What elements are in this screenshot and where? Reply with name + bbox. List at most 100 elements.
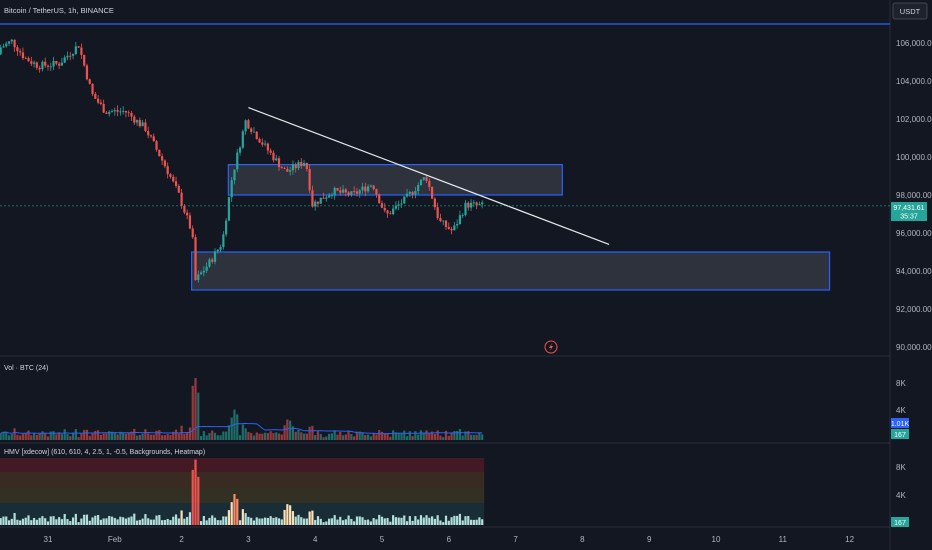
hmv-bar bbox=[102, 518, 105, 525]
volume-bar bbox=[286, 419, 289, 440]
candle-body bbox=[447, 226, 450, 229]
volume-bar bbox=[372, 433, 375, 440]
volume-bar bbox=[71, 432, 75, 440]
candle-body bbox=[308, 169, 311, 191]
lower-zone-rectangle[interactable] bbox=[191, 251, 831, 291]
candle-body bbox=[400, 203, 403, 205]
hmv-bar bbox=[46, 521, 50, 525]
candle-body bbox=[116, 110, 119, 112]
hmv-title[interactable]: HMV [xdecow] (610, 610, 4, 2.5, 1, -0.5,… bbox=[4, 449, 205, 456]
hmv-bar bbox=[397, 517, 400, 525]
candle-body bbox=[311, 190, 314, 207]
last-price-badge bbox=[891, 202, 927, 221]
volume-bar bbox=[110, 431, 114, 440]
hmv-band bbox=[0, 458, 485, 472]
volume-bar bbox=[122, 432, 125, 440]
time-axis[interactable]: 31 Feb 2 3 4 5 6 7 8 9 10 11 12 bbox=[44, 535, 855, 544]
volume-bar bbox=[405, 436, 409, 440]
lightning-icon[interactable] bbox=[544, 340, 558, 354]
hmv-bar bbox=[211, 515, 214, 525]
candle-body bbox=[355, 191, 359, 194]
volume-bar bbox=[330, 433, 333, 440]
hmv-bar bbox=[169, 520, 172, 525]
upper-zone-rectangle[interactable] bbox=[227, 164, 563, 196]
volume-bar bbox=[163, 435, 166, 440]
candle-body bbox=[414, 191, 417, 195]
hmv-bar bbox=[247, 516, 250, 525]
volume-bar bbox=[124, 433, 128, 440]
volume-bar bbox=[166, 434, 169, 440]
symbol-title[interactable]: Bitcoin / TetherUS, 1h, BINANCE bbox=[4, 6, 114, 15]
hmv-bar bbox=[294, 516, 297, 525]
volume-bar bbox=[383, 433, 386, 440]
candle-body bbox=[85, 65, 89, 80]
volume-bar bbox=[155, 430, 158, 440]
candle-body bbox=[69, 55, 72, 57]
price-tick: 92,000.00 bbox=[896, 305, 932, 314]
candle-body bbox=[180, 192, 183, 206]
hmv-bar bbox=[475, 519, 478, 525]
candle-body bbox=[30, 61, 33, 64]
candle-body bbox=[225, 220, 228, 235]
volume-bar bbox=[236, 414, 239, 440]
candle-body bbox=[319, 197, 322, 204]
volume-bar bbox=[108, 431, 111, 440]
hmv-bar bbox=[286, 504, 289, 525]
hmv-bar bbox=[222, 516, 225, 525]
candle-body bbox=[266, 143, 269, 151]
volume-bar bbox=[238, 435, 242, 440]
hmv-bar bbox=[130, 516, 133, 525]
volume-bar bbox=[44, 433, 47, 440]
hmv-bar bbox=[21, 518, 25, 525]
trendline[interactable] bbox=[248, 107, 610, 245]
volume-bar bbox=[358, 431, 361, 440]
hmv-bar bbox=[350, 518, 353, 525]
volume-bar bbox=[366, 434, 370, 440]
hmv-bar bbox=[366, 519, 370, 525]
candle-body bbox=[458, 215, 462, 225]
volume-bar bbox=[127, 432, 130, 440]
volume-bar bbox=[38, 433, 41, 440]
candle-body bbox=[172, 176, 175, 182]
hmv-bar bbox=[0, 518, 2, 525]
hmv-bar bbox=[161, 520, 164, 525]
hmv-bar bbox=[66, 519, 69, 525]
candle-body bbox=[211, 259, 214, 262]
candle-body bbox=[105, 112, 108, 114]
candle-body bbox=[286, 169, 289, 172]
candle-body bbox=[314, 201, 317, 207]
candle-body bbox=[422, 177, 425, 180]
volume-title[interactable]: Vol · BTC (24) bbox=[4, 365, 48, 372]
hmv-bar bbox=[481, 519, 484, 525]
volume-bar bbox=[264, 432, 267, 440]
hmv-bar bbox=[227, 510, 231, 525]
volume-bar bbox=[428, 432, 431, 440]
volume-bar bbox=[174, 429, 178, 440]
candle-body bbox=[453, 225, 456, 231]
price-axis[interactable]: 106,000.00 104,000.00 102,000.00 100,000.00… bbox=[896, 39, 932, 352]
price-tick: 102,000.00 bbox=[896, 115, 932, 124]
volume-bar bbox=[230, 417, 233, 440]
hmv-bar bbox=[133, 513, 136, 525]
hmv-bar bbox=[272, 517, 275, 525]
volume-bar bbox=[19, 435, 22, 440]
hmv-bar bbox=[316, 516, 320, 525]
currency-box[interactable] bbox=[892, 2, 928, 20]
volume-bar bbox=[149, 434, 153, 440]
volume-bar bbox=[350, 434, 353, 440]
hmv-bar bbox=[122, 517, 125, 525]
time-tick: 5 bbox=[380, 535, 385, 544]
hmv-bar bbox=[347, 515, 350, 525]
candle-body bbox=[10, 39, 13, 42]
hmv-bar bbox=[244, 513, 247, 525]
hmv-bar bbox=[389, 521, 392, 525]
hmv-bar bbox=[330, 518, 333, 525]
hmv-bar bbox=[216, 520, 219, 525]
volume-bar bbox=[225, 431, 228, 440]
volume-bar bbox=[135, 435, 139, 440]
volume-tick-8k: 8K bbox=[896, 379, 906, 388]
hmv-bar bbox=[166, 518, 169, 525]
volume-bar bbox=[353, 436, 356, 440]
candle-body bbox=[261, 142, 264, 145]
